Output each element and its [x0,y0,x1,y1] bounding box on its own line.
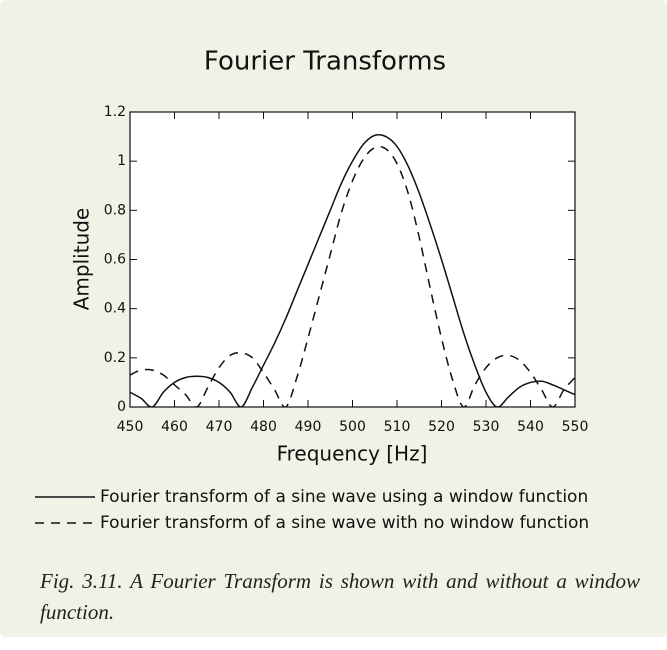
x-tick-label: 530 [473,419,500,435]
x-tick-label: 450 [117,419,144,435]
legend-label: Fourier transform of a sine wave using a… [100,487,588,507]
y-axis-label: Amplitude [70,208,94,311]
y-tick-label: 0.2 [104,350,126,366]
x-tick-label: 520 [428,419,455,435]
y-tick-label: 0.8 [104,202,126,218]
x-tick-label: 500 [339,419,366,435]
x-tick-label: 490 [295,419,322,435]
y-tick-label: 0.6 [104,252,126,268]
y-tick-label: 0 [117,399,126,415]
y-tick-label: 1.2 [104,104,126,120]
x-tick-label: 510 [384,419,411,435]
y-tick-label: 0.4 [104,301,126,317]
plot-frame [129,111,576,408]
x-axis-label: Frequency [Hz] [277,442,428,466]
chart-title: Fourier Transforms [204,47,446,77]
legend-label: Fourier transform of a sine wave with no… [100,513,589,533]
x-tick-label: 550 [562,419,589,435]
series-line [130,133,575,407]
y-tick-label: 1 [117,153,126,169]
chart: Fourier Transforms Frequency [Hz] Amplit… [35,47,589,533]
caption: Fig. 3.11. A Fourier Transform is shown … [40,569,640,624]
x-tick-label: 480 [250,419,277,435]
series-line [130,145,575,407]
x-tick-label: 470 [206,419,233,435]
x-tick-label: 460 [161,419,188,435]
plot-area [130,133,575,407]
x-tick-label: 540 [517,419,544,435]
